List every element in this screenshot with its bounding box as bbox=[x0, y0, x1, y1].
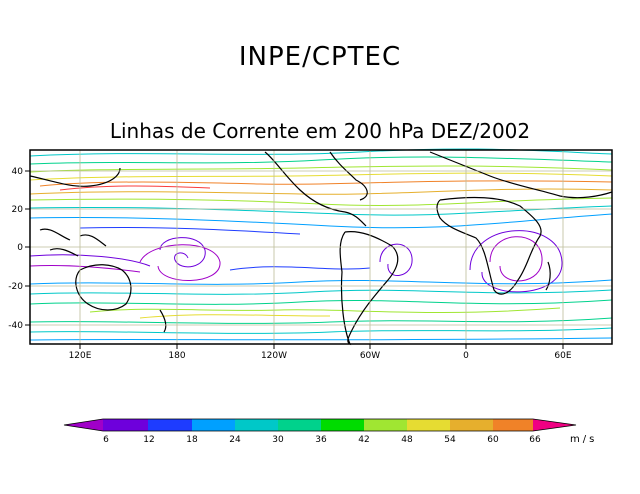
maritime-continent-outline bbox=[39, 228, 107, 257]
streamline bbox=[139, 244, 221, 282]
north-america-outline bbox=[264, 151, 368, 227]
lon-label-60e: 60E bbox=[554, 351, 571, 361]
lon-label-120w: 120W bbox=[261, 351, 287, 361]
streamline bbox=[29, 188, 613, 195]
streamlines bbox=[29, 148, 613, 341]
lat-label-20n: 20 bbox=[12, 205, 24, 215]
lon-label-120e: 120E bbox=[69, 351, 92, 361]
streamline bbox=[29, 213, 613, 229]
streamline bbox=[29, 205, 613, 216]
europe-asia-outline bbox=[29, 151, 613, 199]
legend-tick-label: 48 bbox=[401, 435, 413, 445]
legend-left-arrow bbox=[64, 419, 103, 431]
legend-swatch bbox=[103, 419, 148, 431]
streamline bbox=[89, 307, 561, 314]
lon-label-180: 180 bbox=[168, 351, 185, 361]
legend-swatch bbox=[192, 419, 235, 431]
legend-swatch bbox=[235, 419, 278, 431]
legend-tick-label: 12 bbox=[143, 435, 154, 445]
africa-outline bbox=[436, 196, 542, 295]
legend-swatch bbox=[321, 419, 364, 431]
legend-tick-labels: 6 12 18 24 30 36 42 48 54 60 66 bbox=[103, 435, 541, 445]
legend-tick-label: 54 bbox=[444, 435, 456, 445]
legend-right-arrow bbox=[533, 419, 576, 431]
legend-tick-label: 6 bbox=[103, 435, 109, 445]
chart-subtitle: Linhas de Corrente em 200 hPa DEZ/2002 bbox=[109, 119, 531, 143]
axis-ticks bbox=[25, 170, 564, 349]
legend-swatch bbox=[364, 419, 407, 431]
legend-swatch bbox=[407, 419, 450, 431]
lat-label-20s: -20 bbox=[8, 282, 23, 292]
streamline bbox=[469, 230, 563, 293]
lon-label-0: 0 bbox=[463, 351, 469, 361]
streamline bbox=[79, 226, 301, 235]
graticule bbox=[30, 150, 612, 344]
streamline bbox=[29, 327, 613, 334]
legend-tick-label: 42 bbox=[358, 435, 369, 445]
legend-swatch bbox=[493, 419, 533, 431]
streamline bbox=[29, 299, 613, 305]
streamline bbox=[159, 237, 206, 268]
south-america-outline bbox=[339, 231, 399, 346]
streamline bbox=[29, 337, 613, 341]
streamline bbox=[59, 185, 211, 191]
legend-tick-label: 24 bbox=[229, 435, 241, 445]
streamline bbox=[29, 317, 613, 324]
lon-label-60w: 60W bbox=[360, 351, 380, 361]
lat-label-40s: -40 bbox=[8, 321, 23, 331]
legend-tick-label: 66 bbox=[529, 435, 541, 445]
streamline bbox=[29, 279, 613, 285]
legend-swatch bbox=[278, 419, 321, 431]
streamline bbox=[29, 289, 613, 295]
legend-swatch bbox=[450, 419, 493, 431]
streamline bbox=[29, 156, 613, 165]
streamline bbox=[489, 236, 543, 282]
madagascar-outline bbox=[545, 261, 551, 291]
streamline bbox=[39, 180, 613, 187]
streamline bbox=[29, 254, 151, 267]
legend-outline bbox=[63, 418, 577, 432]
legend-tick-label: 36 bbox=[315, 435, 327, 445]
streamline bbox=[139, 314, 331, 319]
legend-tick-label: 30 bbox=[272, 435, 284, 445]
color-legend bbox=[63, 418, 577, 432]
streamline bbox=[29, 165, 613, 173]
new-zealand-outline bbox=[159, 309, 167, 333]
streamline bbox=[379, 243, 413, 276]
streamline bbox=[229, 266, 371, 271]
lat-label-40n: 40 bbox=[12, 167, 24, 177]
chart-title: INPE/CPTEC bbox=[238, 42, 402, 72]
legend-tick-label: 18 bbox=[186, 435, 198, 445]
legend-swatch bbox=[148, 419, 192, 431]
lat-label-eq: 0 bbox=[17, 243, 23, 253]
legend-units: m/s bbox=[570, 434, 598, 445]
legend-tick-label: 60 bbox=[487, 435, 499, 445]
